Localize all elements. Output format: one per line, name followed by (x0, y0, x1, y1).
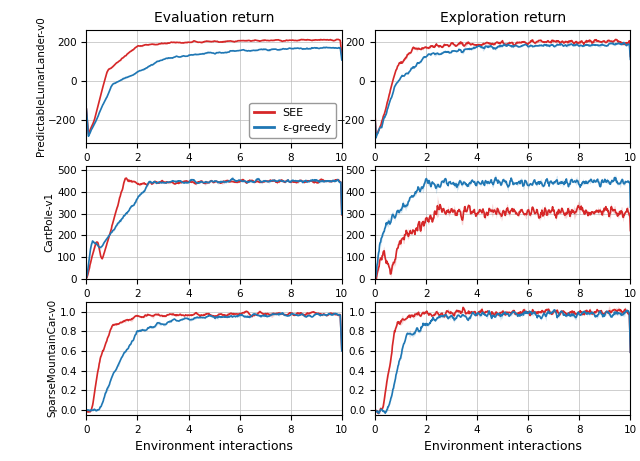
Y-axis label: SparseMountainCar-v0: SparseMountainCar-v0 (47, 299, 58, 417)
Y-axis label: CartPole-v1: CartPole-v1 (44, 192, 54, 253)
Title: Evaluation return: Evaluation return (154, 11, 275, 24)
Legend: SEE, ε-greedy: SEE, ε-greedy (250, 103, 336, 138)
Y-axis label: PredictableLunarLander-v0: PredictableLunarLander-v0 (36, 17, 45, 156)
X-axis label: Environment interactions: Environment interactions (424, 440, 582, 453)
Title: Exploration return: Exploration return (440, 11, 566, 24)
X-axis label: Environment interactions: Environment interactions (135, 440, 293, 453)
